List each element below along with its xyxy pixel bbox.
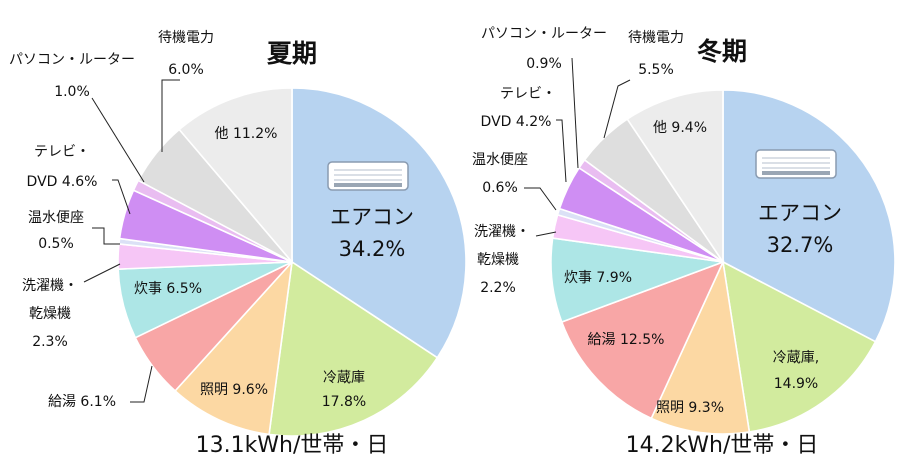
label-light-summer: 照明 9.6% xyxy=(200,382,268,398)
leader-hotwater-summer xyxy=(130,365,153,403)
label-hotwater-winter: 給湯 12.5% xyxy=(588,331,665,348)
label-tv-summer-1: テレビ・ xyxy=(34,144,90,160)
label-standby-summer-2: 6.0% xyxy=(168,62,204,78)
air-conditioner-icon xyxy=(755,149,837,179)
label-pc-summer-2: 1.0% xyxy=(54,84,90,100)
label-washer-summer-1: 洗濯機・ xyxy=(22,278,78,294)
leader-washer-summer xyxy=(83,263,121,283)
label-fridge-pct-winter: 14.9% xyxy=(774,376,818,392)
chart-title-winter: 冬期 xyxy=(697,37,747,66)
chart-title-summer: 夏期 xyxy=(267,39,317,68)
pie-slice-winter-3 xyxy=(560,260,725,420)
leader-standby-winter xyxy=(603,79,631,139)
label-washer-winter-3: 2.2% xyxy=(480,280,516,296)
leader-pc-summer xyxy=(91,97,145,183)
total-label-summer: 13.1kWh/世帯・日 xyxy=(196,433,389,458)
label-cooking-summer: 炊事 6.5% xyxy=(134,281,202,297)
pie-slice-summer-2 xyxy=(173,259,294,436)
label-hotwater-summer: 給湯 6.1% xyxy=(48,393,116,410)
label-toilet-winter-2: 0.6% xyxy=(482,180,518,196)
label-pc-winter-1: パソコン・ルーター xyxy=(481,26,607,42)
pie-slice-summer-1 xyxy=(268,260,439,437)
label-washer-summer-2: 乾燥機 xyxy=(29,306,71,322)
leader-pc-winter xyxy=(571,57,579,169)
leader-tv-summer xyxy=(112,179,131,215)
label-washer-winter-2: 乾燥機 xyxy=(477,252,519,268)
pie-slice-winter-1 xyxy=(721,260,877,433)
pie-slice-winter-10 xyxy=(626,89,724,265)
label-toilet-summer-2: 0.5% xyxy=(38,236,74,252)
label-aircon-name-summer: エアコン xyxy=(330,205,414,229)
label-aircon-pct-summer: 34.2% xyxy=(339,237,406,261)
label-fridge-name-winter: 冷蔵庫, xyxy=(773,349,819,366)
air-conditioner-icon xyxy=(327,161,409,191)
label-other-summer: 他 11.2% xyxy=(215,126,278,142)
leader-toilet-summer xyxy=(92,227,120,245)
leader-washer-winter xyxy=(535,231,557,237)
label-standby-summer-1: 待機電力 xyxy=(158,30,214,46)
label-washer-winter-1: 洗濯機・ xyxy=(474,224,530,240)
label-other-winter: 他 9.4% xyxy=(653,120,707,136)
label-tv-summer-2: DVD 4.6% xyxy=(27,174,98,190)
pie-slice-summer-10 xyxy=(178,87,293,265)
label-light-winter: 照明 9.3% xyxy=(656,400,724,416)
label-pc-winter-2: 0.9% xyxy=(526,56,562,72)
label-toilet-winter-1: 温水便座 xyxy=(472,152,528,168)
label-aircon-pct-winter: 32.7% xyxy=(767,233,834,257)
pie-slice-winter-2 xyxy=(650,259,751,435)
leader-toilet-winter xyxy=(524,187,557,211)
label-tv-winter-2: DVD 4.2% xyxy=(481,114,552,130)
pie-winter xyxy=(550,89,896,435)
label-pc-summer-1: パソコン・ルーター xyxy=(9,52,135,68)
total-label-winter: 14.2kWh/世帯・日 xyxy=(626,433,819,458)
label-tv-winter-1: テレビ・ xyxy=(500,86,556,102)
label-fridge-name-summer: 冷蔵庫 xyxy=(323,369,365,386)
label-cooking-winter: 炊事 7.9% xyxy=(564,270,632,286)
label-standby-winter-1: 待機電力 xyxy=(628,30,684,46)
label-washer-summer-3: 2.3% xyxy=(32,334,68,350)
label-fridge-pct-summer: 17.8% xyxy=(322,394,366,410)
leader-tv-winter xyxy=(556,119,567,183)
pie-summer xyxy=(117,87,467,437)
label-standby-winter-2: 5.5% xyxy=(638,62,674,78)
leader-standby-summer xyxy=(161,79,180,152)
label-toilet-summer-1: 温水便座 xyxy=(28,210,84,226)
label-aircon-name-winter: エアコン xyxy=(758,201,842,225)
